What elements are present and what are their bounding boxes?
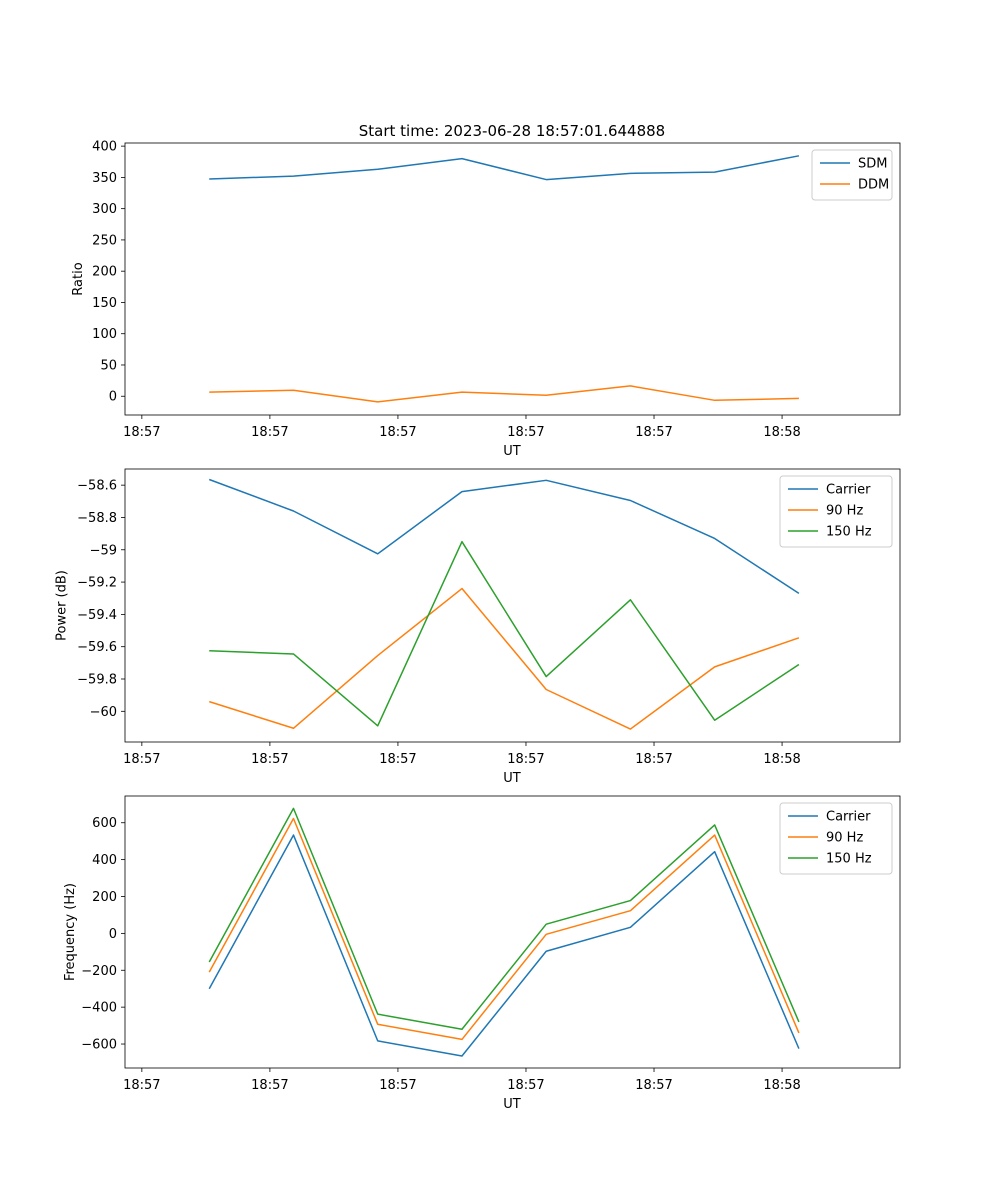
power-legend-label-90-hz: 90 Hz <box>826 504 863 519</box>
frequency-legend-label-150-hz: 150 Hz <box>826 852 872 867</box>
power-y-tick-label: −59.2 <box>77 576 117 591</box>
ratio-series-ddm-line <box>209 385 799 403</box>
power-x-tick-label: 18:57 <box>123 752 160 767</box>
power-y-tick-label: −58.6 <box>77 479 117 494</box>
frequency-x-tick-label: 18:58 <box>763 1078 800 1093</box>
power-series-150-hz-line <box>209 540 800 727</box>
frequency-panel: −600 −400 −200 0 200 400 600 18:57 18:57 18:57 18:… <box>63 795 901 1112</box>
frequency-x-tick-label: 18:57 <box>507 1078 544 1093</box>
figure-title: Start time: 2023-06-28 18:57:01.644888 <box>359 122 665 140</box>
frequency-series-carrier-line <box>208 834 800 1057</box>
ratio-y-tick-label: 200 <box>92 265 117 280</box>
ratio-x-tick-label: 18:57 <box>507 425 544 440</box>
power-y-tick-label: −59.4 <box>77 608 117 623</box>
frequency-y-tick-label: 400 <box>92 853 117 868</box>
ratio-legend: SDM DDM <box>811 149 893 201</box>
power-y-tick-label: −59.6 <box>77 640 117 655</box>
ratio-legend-label-sdm: SDM <box>858 157 887 172</box>
power-x-tick-label: 18:57 <box>507 752 544 767</box>
ratio-y-tick-label: 100 <box>92 327 117 342</box>
power-y-tick-label: −59.8 <box>77 673 117 688</box>
ratio-y-tick-label: 0 <box>109 390 117 405</box>
ratio-y-tick-label: 300 <box>92 202 117 217</box>
ratio-x-tick-label: 18:57 <box>251 425 288 440</box>
ratio-axes-frame <box>124 142 901 416</box>
power-y-axis-label: Power (dB) <box>55 570 70 641</box>
power-y-tick-label: −58.8 <box>77 511 117 526</box>
power-series-carrier-line <box>208 478 800 595</box>
ratio-x-tick-label: 18:57 <box>635 425 672 440</box>
ratio-x-tick-label: 18:58 <box>763 425 800 440</box>
frequency-y-tick-label: 0 <box>109 927 117 942</box>
power-x-tick-label: 18:58 <box>763 752 800 767</box>
ratio-series-sdm-line <box>209 155 800 181</box>
power-legend-label-150-hz: 150 Hz <box>826 525 872 540</box>
ratio-x-tick-label: 18:57 <box>379 425 416 440</box>
frequency-legend-box <box>779 802 893 875</box>
power-legend-box <box>779 475 893 548</box>
frequency-y-tick-label: 600 <box>92 816 117 831</box>
power-legend: Carrier 90 Hz 150 Hz <box>779 475 893 548</box>
power-x-axis-label: UT <box>503 771 521 786</box>
power-x-tick-label: 18:57 <box>635 752 672 767</box>
frequency-series-150-hz-line <box>208 807 800 1031</box>
frequency-x-tick-label: 18:57 <box>251 1078 288 1093</box>
ratio-legend-label-ddm: DDM <box>858 178 889 193</box>
power-panel: −60 −59.8 −59.6 −59.4 −59.2 −59 −58.8 −58.6 18:5… <box>55 468 901 786</box>
power-x-tick-label: 18:57 <box>251 752 288 767</box>
frequency-x-axis-label: UT <box>503 1097 521 1112</box>
ratio-y-axis-label: Ratio <box>71 262 86 295</box>
power-legend-label-carrier: Carrier <box>826 483 871 498</box>
ratio-y-tick-label: 250 <box>92 233 117 248</box>
frequency-y-axis-label: Frequency (Hz) <box>63 883 78 981</box>
frequency-x-tick-label: 18:57 <box>635 1078 672 1093</box>
power-y-tick-label: −60 <box>90 705 117 720</box>
ratio-x-tick-label: 18:57 <box>123 425 160 440</box>
power-y-tick-label: −59 <box>90 543 117 558</box>
power-series-90-hz-line <box>209 587 800 730</box>
power-x-tick-label: 18:57 <box>379 752 416 767</box>
frequency-y-tick-label: −600 <box>81 1038 117 1053</box>
ratio-y-tick-label: 350 <box>92 171 117 186</box>
frequency-legend: Carrier 90 Hz 150 Hz <box>779 802 893 875</box>
ratio-y-tick-label: 150 <box>92 296 117 311</box>
frequency-legend-label-carrier: Carrier <box>826 810 871 825</box>
frequency-axes-frame <box>124 795 901 1069</box>
ratio-panel: 0 50 100 150 200 250 300 350 400 18:57 18:57 18:57 1… <box>71 140 901 459</box>
ratio-x-axis-label: UT <box>503 444 521 459</box>
frequency-x-tick-label: 18:57 <box>123 1078 160 1093</box>
frequency-series-90-hz-line <box>208 817 800 1041</box>
ratio-y-tick-label: 400 <box>92 140 117 155</box>
frequency-x-tick-label: 18:57 <box>379 1078 416 1093</box>
power-axes-frame <box>124 468 901 743</box>
frequency-y-tick-label: −400 <box>81 1001 117 1016</box>
frequency-y-tick-label: 200 <box>92 890 117 905</box>
ratio-y-tick-label: 50 <box>100 358 117 373</box>
frequency-y-tick-label: −200 <box>81 964 117 979</box>
frequency-legend-label-90-hz: 90 Hz <box>826 831 863 846</box>
